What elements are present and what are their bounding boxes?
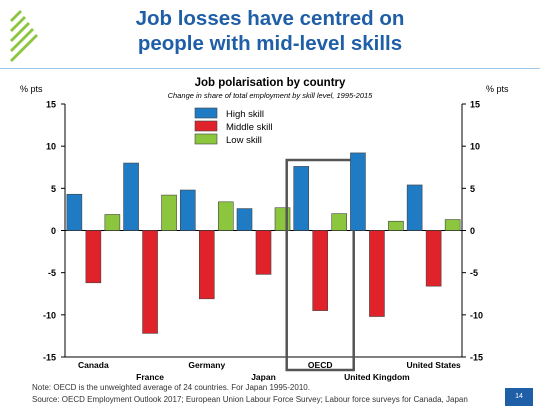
y-tick-label-left: 10 (46, 142, 56, 152)
bar-high-skill-france (123, 162, 139, 231)
chart-source: Source: OECD Employment Outlook 2017; Eu… (32, 395, 468, 404)
bar-low-skill-germany (217, 201, 234, 231)
page-number: 14 (505, 388, 533, 406)
legend-swatch-middle-skill (194, 120, 218, 132)
header-divider (0, 68, 540, 69)
bar-low-skill-oecd (331, 213, 348, 231)
y-tick-label-right: -10 (470, 310, 483, 320)
bar-middle-skill-japan (255, 230, 272, 275)
slide-title: Job losses have centred on people with m… (70, 6, 470, 56)
y-tick-label-right: -5 (470, 268, 478, 278)
bar-high-skill-germany (179, 189, 196, 231)
y-tick-label-right: -15 (470, 353, 483, 363)
bar-high-skill-united-kingdom (350, 152, 366, 231)
bar-middle-skill-oecd (312, 230, 329, 311)
legend-swatch-low-skill (194, 133, 218, 145)
y-tick-label-right: 0 (470, 226, 475, 236)
y-axis-label-left: % pts (20, 84, 43, 94)
chart-note: Note: OECD is the unweighted average of … (32, 383, 310, 392)
bar-middle-skill-united-kingdom (369, 230, 385, 317)
bar-low-skill-france (161, 194, 177, 231)
x-tick-label-canada: Canada (78, 360, 109, 370)
chart-title: Job polarisation by country (195, 77, 346, 89)
y-tick-label-left: -10 (43, 310, 56, 320)
oecd-highlight-box (285, 158, 355, 372)
x-tick-label-japan: Japan (251, 372, 276, 382)
y-tick-label-right: 15 (470, 100, 480, 110)
bar-high-skill-japan (236, 208, 253, 231)
x-tick-label-united-kingdom: United Kingdom (344, 372, 410, 382)
bar-middle-skill-germany (198, 230, 215, 300)
bar-low-skill-canada (104, 214, 121, 231)
y-axis-label-right: % pts (486, 84, 509, 94)
x-tick-label-oecd: OECD (308, 360, 333, 370)
bar-middle-skill-canada (85, 230, 102, 284)
y-tick-label-left: 15 (46, 100, 56, 110)
bar-middle-skill-united-states (425, 230, 442, 287)
y-tick-label-left: 0 (51, 226, 56, 236)
y-tick-label-left: 5 (51, 184, 56, 194)
bar-middle-skill-france (142, 230, 158, 334)
slide-title-line2: people with mid-level skills (137, 32, 403, 55)
legend-label-high-skill: High skill (226, 109, 264, 120)
bar-high-skill-canada (66, 193, 83, 231)
oecd-logo-icon (6, 6, 46, 68)
bar-low-skill-united-kingdom (388, 220, 404, 231)
bar-high-skill-oecd (293, 166, 310, 231)
x-tick-label-united-states: United States (406, 360, 461, 370)
slide-title-line1: Job losses have centred on (135, 7, 405, 30)
chart-subtitle: Change in share of total employment by s… (168, 91, 374, 100)
x-tick-label-germany: Germany (188, 360, 225, 370)
legend-label-low-skill: Low skill (226, 135, 262, 146)
legend-label-middle-skill: Middle skill (226, 122, 272, 133)
x-tick-label-france: France (136, 372, 164, 382)
y-tick-label-left: -5 (48, 268, 56, 278)
y-tick-label-right: 10 (470, 142, 480, 152)
y-tick-label-right: 5 (470, 184, 475, 194)
bar-high-skill-united-states (406, 184, 423, 231)
legend-swatch-high-skill (194, 107, 218, 119)
bar-low-skill-united-states (444, 219, 461, 231)
y-tick-label-left: -15 (43, 353, 56, 363)
